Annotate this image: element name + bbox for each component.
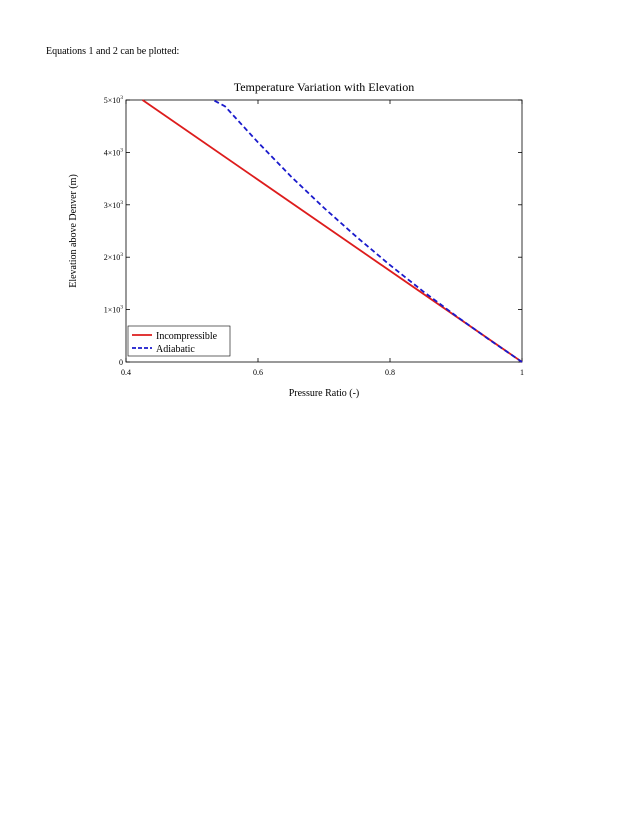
chart-title: Temperature Variation with Elevation: [234, 80, 415, 94]
y-tick-label: 1×103: [104, 305, 124, 315]
y-tick-label: 2×103: [104, 252, 124, 262]
series-line-adiabatic: [212, 99, 523, 363]
legend-box: [127, 325, 231, 357]
x-axis-label: Pressure Ratio (-): [289, 388, 360, 399]
y-tick-label: 3×103: [104, 200, 124, 210]
x-tick-label: 0.4: [121, 368, 131, 377]
legend-label: Incompressible: [156, 331, 218, 342]
intro-text: Equations 1 and 2 can be plotted:: [46, 46, 180, 57]
x-tick-label: 1: [520, 368, 524, 377]
legend-label: Adiabatic: [156, 344, 195, 355]
y-axis-label: Elevation above Denver (m): [68, 174, 79, 288]
x-tick-label: 0.8: [385, 368, 395, 377]
plot-frame: [125, 99, 523, 363]
y-tick-label: 0: [119, 358, 123, 367]
series-line-incompressible: [141, 99, 523, 363]
y-tick-label: 5×103: [104, 95, 124, 105]
x-tick-label: 0.6: [253, 368, 263, 377]
y-tick-label: 4×103: [104, 147, 124, 157]
